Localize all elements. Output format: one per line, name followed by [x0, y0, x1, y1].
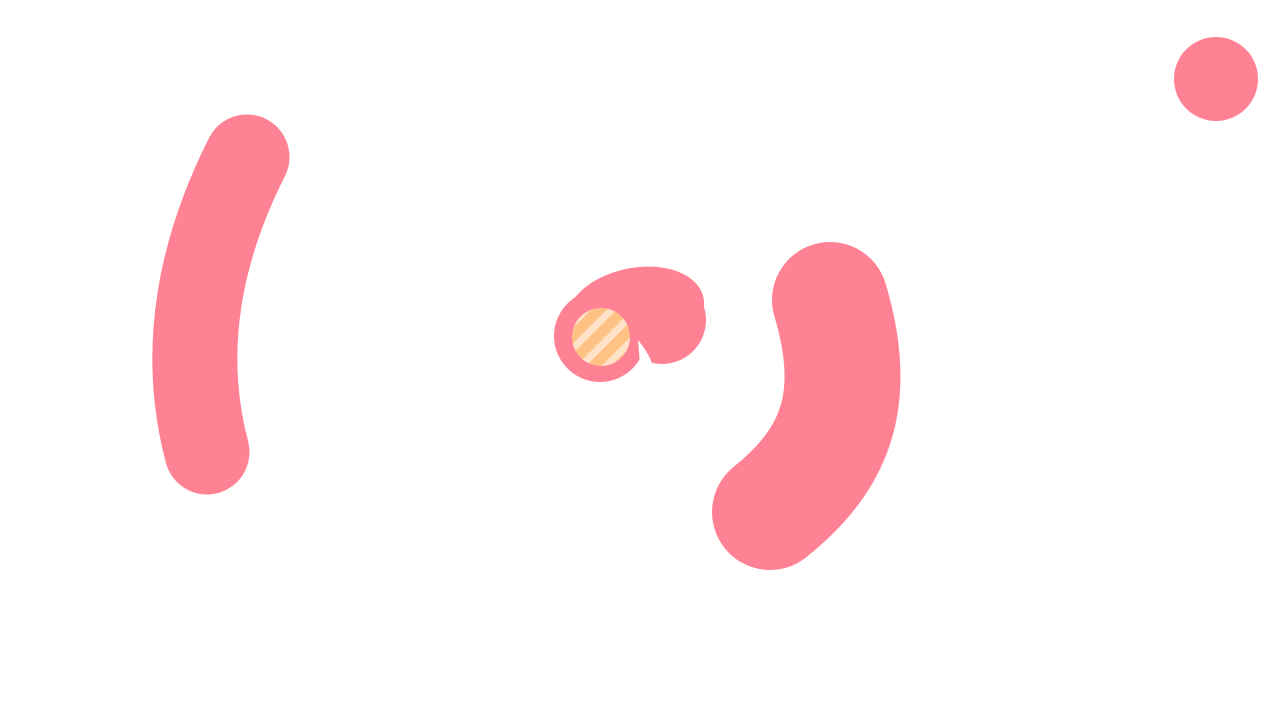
ball	[572, 308, 630, 366]
center-blob	[554, 266, 706, 382]
right-paddle	[712, 242, 901, 570]
left-paddle	[152, 114, 290, 495]
target-dot	[1174, 37, 1258, 121]
